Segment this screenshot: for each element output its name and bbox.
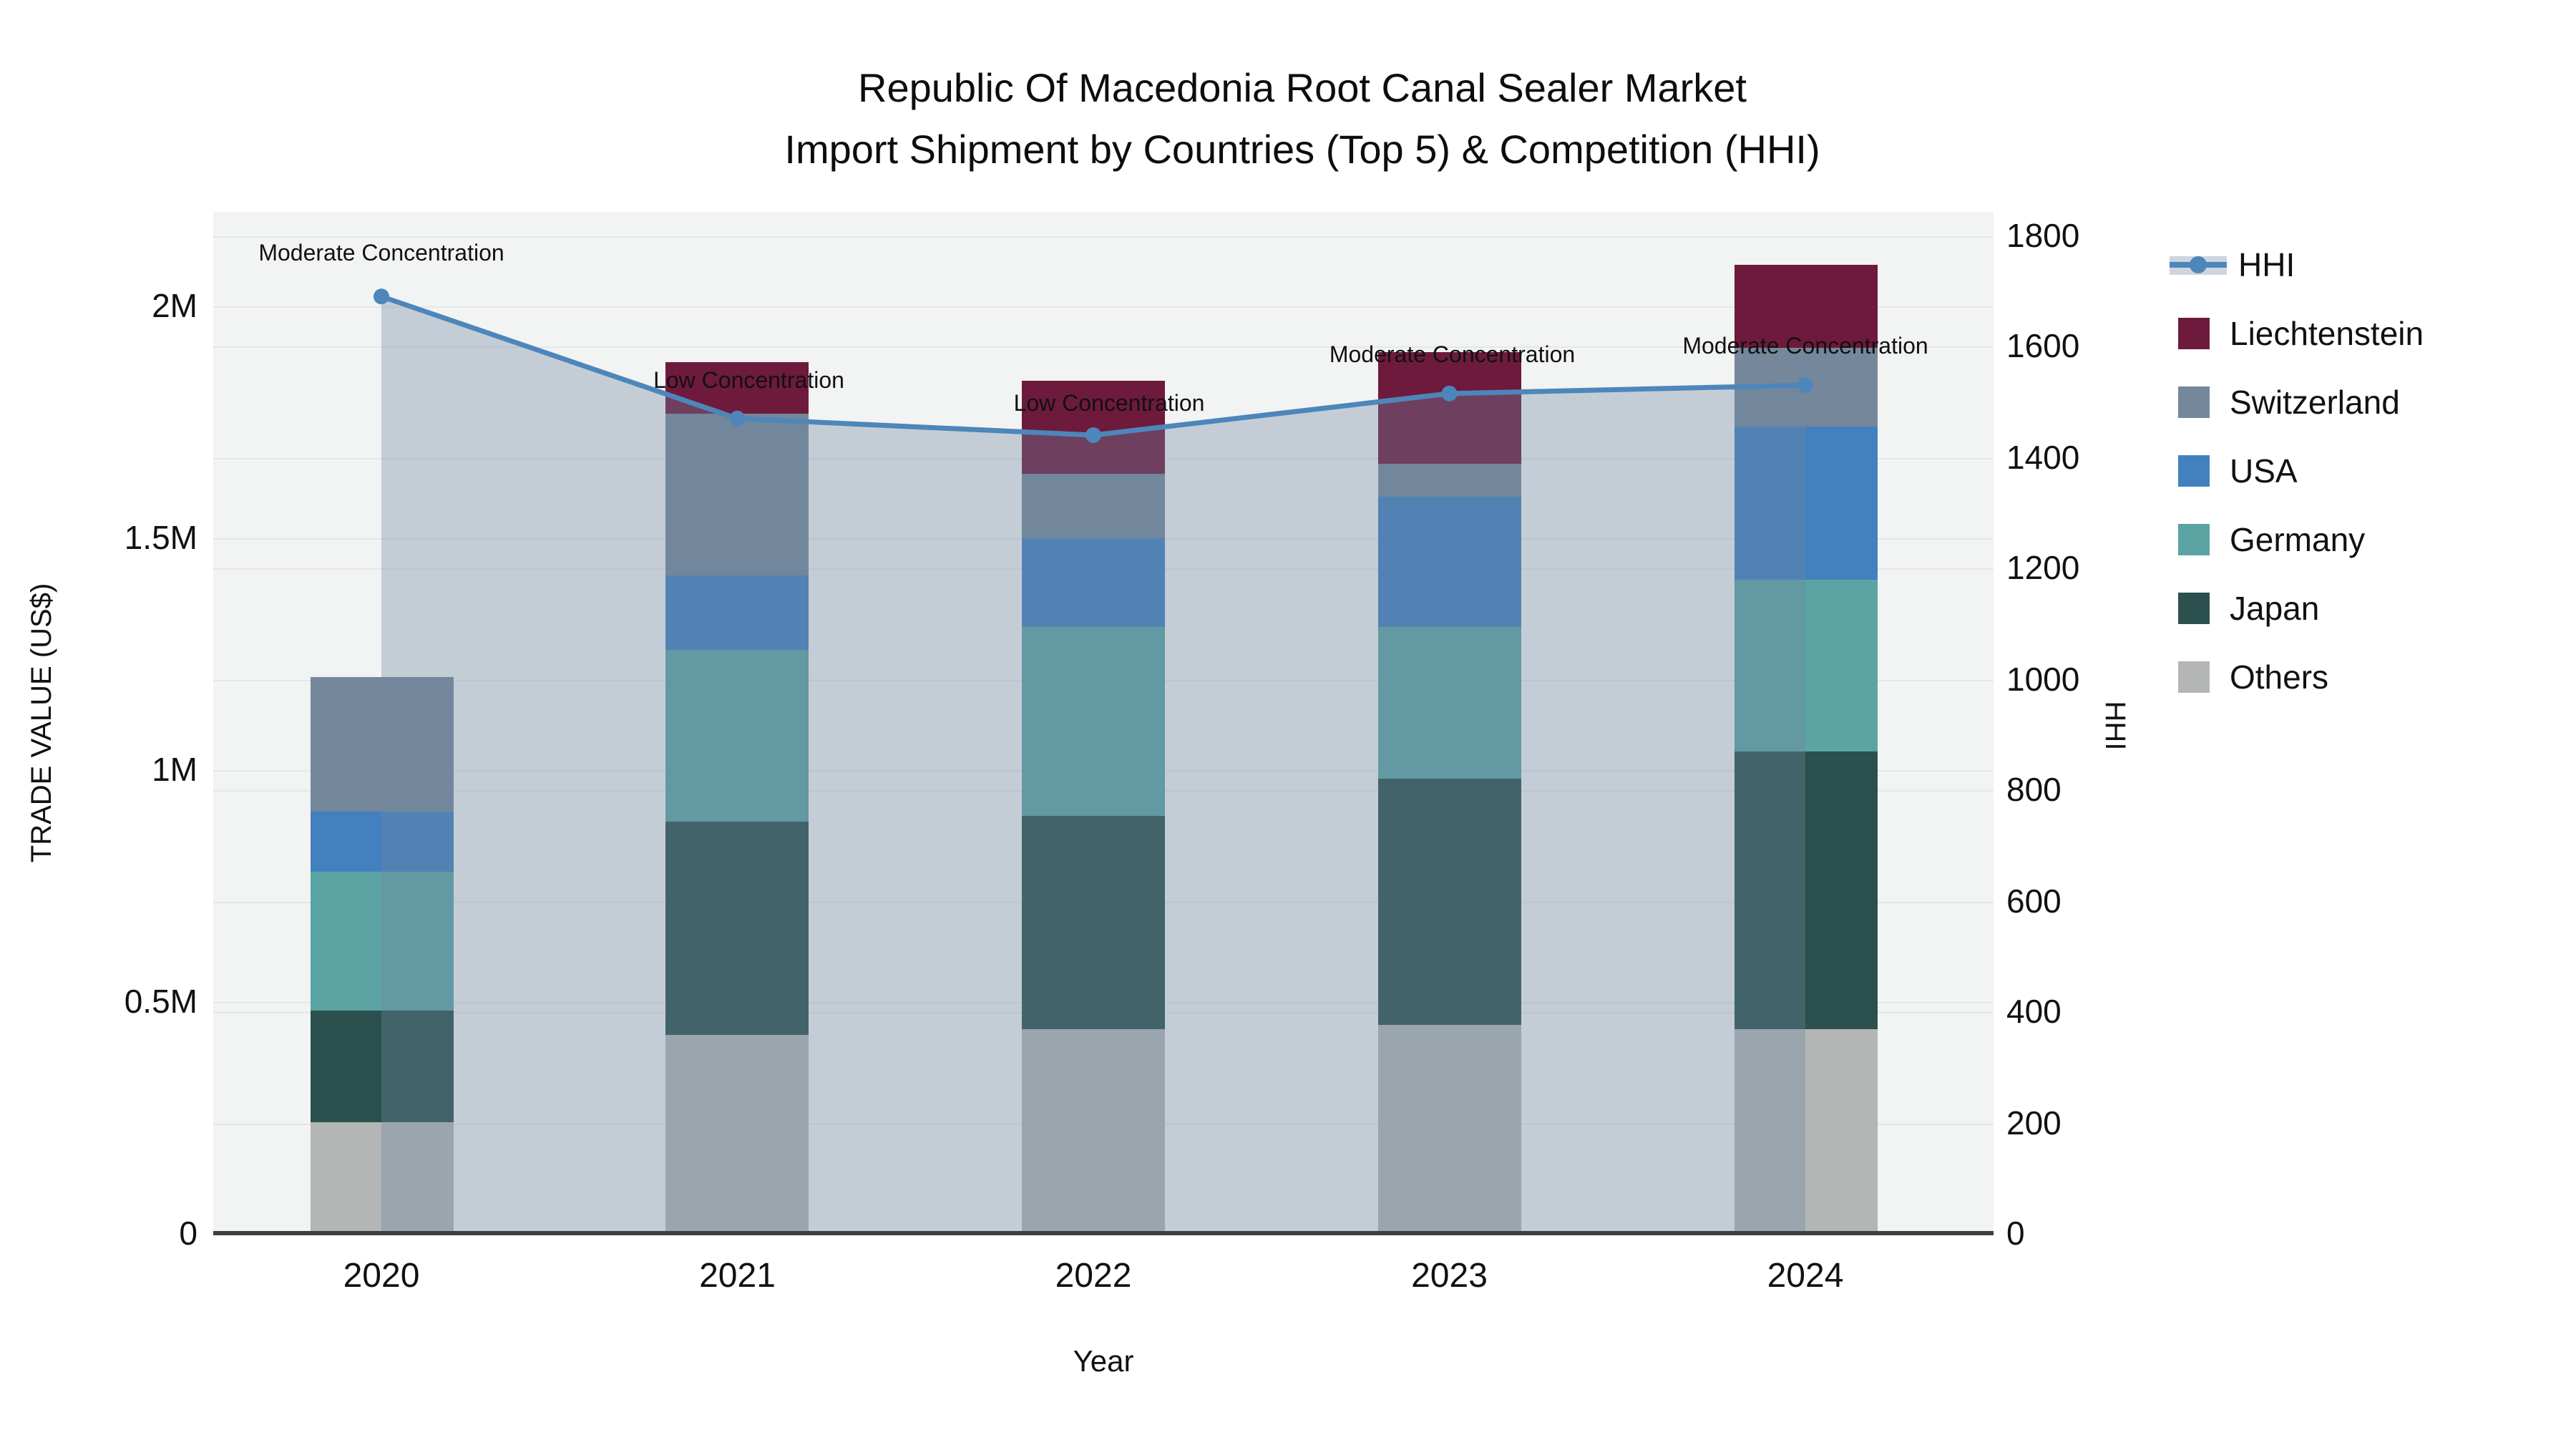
legend-label-germany: Germany [2230,520,2366,558]
bar-segment-germany-2020 [310,872,453,1011]
chart-title-line2: Import Shipment by Countries (Top 5) & C… [784,127,1820,172]
gridline [213,235,1994,237]
hhi-line-layer [374,288,1813,1234]
bar-segment-usa-2020 [310,812,453,872]
legend-swatch-switzerland [2178,386,2210,418]
bar-segment-switzerland-2020 [310,677,453,812]
legend-label-japan: Japan [2230,589,2320,626]
bar-segment-japan-2022 [1022,816,1165,1030]
x-tick-2023: 2023 [1411,1257,1488,1295]
legend-swatch-others [2178,661,2210,693]
x-tick-2024: 2024 [1767,1257,1844,1295]
y-left-tick-1M: 1M [152,751,197,788]
x-tick-2020: 2020 [343,1257,420,1295]
legend-label-liechtenstein: Liechtenstein [2230,314,2424,351]
chart-title-line1: Republic Of Macedonia Root Canal Sealer … [858,66,1747,110]
bar-segment-others-2020 [310,1122,453,1234]
legend-item-usa[interactable]: USA [2178,437,2424,505]
y-right-tick-1800: 1800 [2006,216,2080,253]
x-tick-2021: 2021 [699,1257,776,1295]
bar-segment-usa-2023 [1377,496,1521,627]
legend-swatch-germany [2178,524,2210,555]
y-left-tick-0.5M: 0.5M [124,983,197,1020]
chart-title: Republic Of Macedonia Root Canal Sealer … [784,57,1820,182]
annotation-2021: Low Concentration [653,369,844,394]
legend: HHI Liechtenstein Switzerland USA Germany Jap… [2170,230,2424,711]
annotation-2022: Low Concentration [1013,392,1205,417]
y-left-tick-0: 0 [179,1215,197,1252]
bar-segment-usa-2021 [665,575,809,650]
legend-swatch-liechtenstein [2178,318,2210,349]
bar-segment-japan-2020 [310,1011,453,1123]
bar-segment-liechtenstein-2022 [1022,380,1165,474]
annotation-2023: Moderate Concentration [1329,343,1576,368]
y-left-tick-2M: 2M [152,287,197,324]
x-axis-title: Year [1073,1346,1134,1378]
legend-item-japan[interactable]: Japan [2178,574,2424,643]
legend-item-hhi[interactable]: HHI [2170,230,2424,299]
bar-segment-others-2022 [1022,1029,1165,1234]
bar-segment-germany-2024 [1734,580,1877,752]
y-right-tick-200: 200 [2006,1104,2062,1141]
x-tick-2022: 2022 [1055,1257,1132,1295]
hhi-point-2023 [1441,385,1458,402]
y-right-tick-1000: 1000 [2006,660,2080,697]
bar-segment-japan-2024 [1734,751,1877,1030]
legend-swatch-usa [2178,455,2210,487]
legend-label-switzerland: Switzerland [2230,383,2400,420]
bar-segment-switzerland-2023 [1377,464,1521,497]
bar-segment-switzerland-2022 [1022,473,1165,538]
annotation-2020: Moderate Concentration [258,242,504,267]
y-right-tick-400: 400 [2006,993,2062,1030]
y-right-tick-600: 600 [2006,882,2062,919]
bar-segment-liechtenstein-2023 [1377,352,1521,464]
bar-segment-germany-2022 [1022,626,1165,817]
bar-segment-japan-2021 [665,821,809,1035]
y-right-tick-1200: 1200 [2006,549,2080,586]
hhi-point-2020 [374,288,389,305]
hhi-point-2022 [1085,427,1101,443]
annotation-2024: Moderate Concentration [1682,335,1928,360]
bar-segment-others-2021 [665,1034,809,1234]
y-axis-title-right: HHI [2099,701,2130,751]
bar-segment-germany-2021 [665,649,809,822]
legend-item-switzerland[interactable]: Switzerland [2178,368,2424,437]
hhi-point-2024 [1797,377,1813,394]
legend-item-germany[interactable]: Germany [2178,505,2424,574]
x-axis-line [213,1231,1994,1235]
legend-label-others: Others [2230,658,2329,695]
bar-segment-germany-2023 [1377,626,1521,779]
hhi-area-fill [381,296,1805,1234]
y-right-tick-1400: 1400 [2006,438,2080,475]
hhi-line-legend-icon [2170,249,2227,281]
y-left-tick-1.5M: 1.5M [124,519,197,556]
bar-segment-usa-2024 [1734,427,1877,580]
y-right-tick-1600: 1600 [2006,327,2080,364]
bar-segment-switzerland-2021 [665,413,809,575]
bar-segment-others-2023 [1377,1025,1521,1234]
y-right-tick-0: 0 [2006,1215,2025,1252]
gridline [213,346,1994,348]
hhi-point-2021 [729,410,746,427]
y-right-tick-800: 800 [2006,771,2062,808]
bar-segment-liechtenstein-2024 [1734,264,1877,349]
bar-segment-japan-2023 [1377,779,1521,1026]
legend-label-hhi: HHI [2238,245,2296,283]
gridline [213,306,1994,308]
legend-label-usa: USA [2230,452,2298,489]
legend-item-liechtenstein[interactable]: Liechtenstein [2178,299,2424,368]
bar-segment-usa-2022 [1022,538,1165,627]
legend-swatch-japan [2178,593,2210,624]
legend-item-others[interactable]: Others [2178,643,2424,711]
y-axis-title-left: TRADE VALUE (US$) [26,583,58,863]
bar-segment-others-2024 [1734,1029,1877,1234]
